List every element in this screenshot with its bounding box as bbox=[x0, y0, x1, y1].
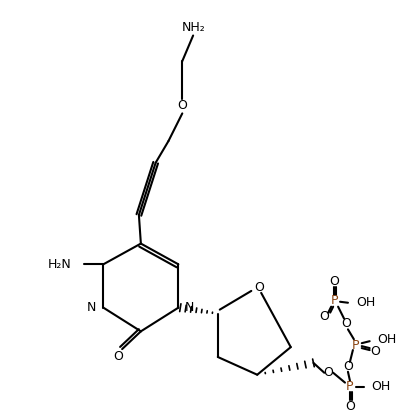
Text: NH₂: NH₂ bbox=[181, 21, 205, 34]
Text: P: P bbox=[330, 294, 338, 307]
Text: O: O bbox=[345, 400, 355, 413]
Text: O: O bbox=[329, 275, 339, 287]
Text: OH: OH bbox=[377, 333, 397, 346]
Text: O: O bbox=[371, 344, 381, 358]
Text: OH: OH bbox=[356, 296, 375, 309]
Text: O: O bbox=[341, 317, 351, 330]
Text: N: N bbox=[87, 301, 96, 314]
Text: O: O bbox=[177, 99, 187, 112]
Text: P: P bbox=[352, 339, 360, 351]
Text: O: O bbox=[323, 366, 333, 379]
Text: P: P bbox=[346, 380, 354, 393]
Text: H₂N: H₂N bbox=[48, 258, 72, 271]
Text: O: O bbox=[320, 310, 329, 323]
Text: O: O bbox=[113, 351, 123, 363]
Text: O: O bbox=[254, 281, 264, 294]
Text: N: N bbox=[185, 301, 195, 314]
Text: O: O bbox=[343, 360, 353, 373]
Text: OH: OH bbox=[372, 380, 391, 393]
